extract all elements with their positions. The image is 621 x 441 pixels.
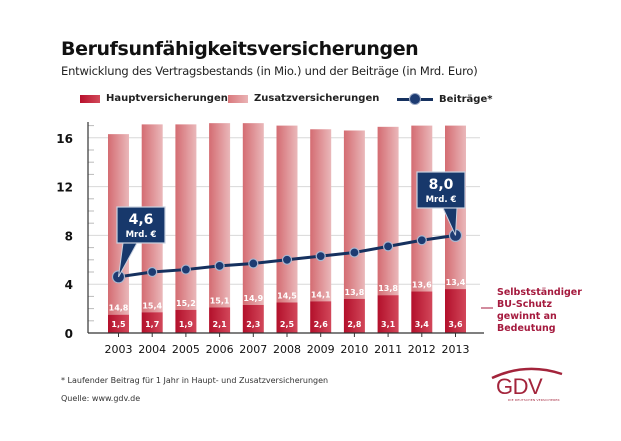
legend: Hauptversicherungen Zusatzversicherungen…	[0, 93, 621, 109]
x-tick-label: 2009	[307, 343, 335, 356]
bar-main	[141, 312, 163, 333]
source-link: Quelle: www.gdv.de	[61, 394, 141, 403]
logo-arc-icon	[491, 367, 563, 380]
contributions-point	[214, 260, 225, 271]
x-tick-label: 2006	[206, 343, 234, 356]
bar-label-additional: 14,5	[277, 292, 297, 301]
bar-additional	[276, 125, 298, 303]
bar-main	[343, 298, 365, 333]
legend-item-main: Hauptversicherungen	[80, 93, 228, 104]
bar-label-main: 1,5	[111, 320, 126, 329]
x-tick-label: 2013	[442, 343, 470, 356]
contributions-point	[147, 266, 158, 278]
bar-additional	[310, 129, 332, 302]
contributions-point	[416, 235, 427, 246]
footnote: * Laufender Beitrag für 1 Jahr in Haupt-…	[61, 376, 329, 385]
bar-label-additional: 14,1	[311, 290, 331, 299]
callouts: 4,6 Mrd. € 8,0 Mrd. €	[116, 171, 466, 278]
axes: 0 4 8 12 16 2003 2004 2005 2006 2007 2008 2009 2010 2…	[56, 122, 484, 356]
contributions-point	[180, 264, 191, 275]
callout-unit: Mrd. €	[126, 230, 157, 240]
bar-main	[276, 302, 298, 333]
bar-additional	[377, 126, 399, 296]
callout-value: 4,6	[129, 212, 154, 228]
x-tick-label: 2011	[374, 343, 402, 356]
y-tick-label: 16	[56, 132, 73, 146]
bar-label-main: 2,8	[347, 320, 362, 329]
bar-main	[108, 314, 129, 333]
bar-label-additional: 15,4	[142, 301, 162, 310]
bar-main	[175, 309, 197, 333]
bar-additional	[343, 130, 365, 299]
labels: 1,5 14,8 1,7 15,4 1,9 15,2 2,1 15,1 2,3 14,9 2,5 14…	[109, 278, 466, 329]
gdv-logo: GDV DIE DEUTSCHEN VERSICHERER	[486, 364, 566, 404]
legend-label-additional: Zusatzversicherungen	[254, 93, 380, 104]
bar-label-main: 2,3	[246, 320, 260, 329]
contributions-point	[281, 254, 293, 265]
bar-label-main: 2,1	[213, 320, 228, 329]
logo-subtext: DIE DEUTSCHEN VERSICHERER	[508, 398, 560, 402]
bar-label-additional: 13,6	[412, 281, 432, 290]
y-tick-label: 4	[65, 278, 73, 292]
bar-main	[411, 291, 433, 333]
y-tick-label: 8	[65, 229, 73, 243]
bar-label-additional: 13,8	[345, 288, 365, 297]
x-tick-label: 2008	[273, 343, 301, 356]
annotation-text: Selbstständiger BU-Schutz gewinnt an Bed…	[497, 287, 587, 335]
legend-item-additional: Zusatzversicherungen	[228, 93, 379, 104]
bar-label-additional: 15,1	[210, 296, 230, 305]
callout-unit: Mrd. €	[426, 195, 457, 205]
bar-label-additional: 13,4	[446, 278, 466, 287]
bar-label-main: 3,1	[381, 320, 396, 329]
bar-label-main: 2,6	[314, 320, 329, 329]
legend-item-contributions: Beiträge*	[397, 93, 492, 105]
annotation-line: gewinnt an	[497, 311, 557, 322]
bar-label-additional: 15,2	[176, 299, 196, 308]
bar-main	[377, 295, 399, 333]
contributions-point	[248, 258, 259, 269]
x-tick-label: 2012	[408, 343, 436, 356]
y-tick-label: 0	[65, 327, 73, 341]
contributions-point	[349, 247, 360, 258]
contributions-line	[111, 228, 463, 284]
annotation-line: Selbstständiger	[497, 287, 582, 298]
bar-additional	[209, 123, 231, 308]
x-tick-label: 2010	[340, 343, 368, 356]
bar-main	[242, 304, 264, 333]
contributions-point	[315, 251, 326, 262]
legend-label-main: Hauptversicherungen	[106, 93, 228, 104]
x-tick-label: 2005	[172, 343, 200, 356]
bar-main	[310, 301, 332, 333]
bar-label-additional: 13,8	[378, 284, 398, 293]
x-tick-label: 2003	[105, 343, 133, 356]
legend-swatch-main	[80, 94, 100, 103]
annotation-line: Bedeutung	[497, 323, 556, 334]
y-tick-label: 12	[56, 181, 73, 195]
legend-swatch-additional	[228, 94, 248, 103]
logo-text: GDV	[496, 374, 543, 399]
callout-box	[116, 206, 166, 244]
contributions-point	[383, 241, 394, 252]
bar-label-additional: 14,9	[243, 294, 263, 303]
legend-label-contributions: Beiträge*	[439, 93, 493, 105]
bar-additional	[242, 123, 264, 305]
bar-label-main: 2,5	[280, 320, 295, 329]
bar-label-main: 1,7	[145, 320, 159, 329]
bar-additional	[175, 124, 197, 310]
x-tick-label: 2007	[239, 343, 267, 356]
bar-label-main: 3,4	[415, 320, 430, 329]
annotation-line: BU-Schutz	[497, 299, 552, 310]
chart-subtitle: Entwicklung des Vertragsbestands (in Mio…	[61, 64, 478, 78]
chart-title: Berufsunfähigkeitsversicherungen	[61, 38, 419, 60]
x-tick-label: 2004	[138, 343, 166, 356]
bar-label-main: 3,6	[448, 320, 463, 329]
legend-line-marker-icon	[397, 93, 433, 105]
bar-label-main: 1,9	[179, 320, 194, 329]
callout-value: 8,0	[429, 177, 454, 193]
bar-main	[445, 289, 466, 333]
bar-main	[209, 307, 231, 333]
bar-label-additional: 14,8	[109, 304, 129, 313]
callout-box	[416, 171, 466, 209]
